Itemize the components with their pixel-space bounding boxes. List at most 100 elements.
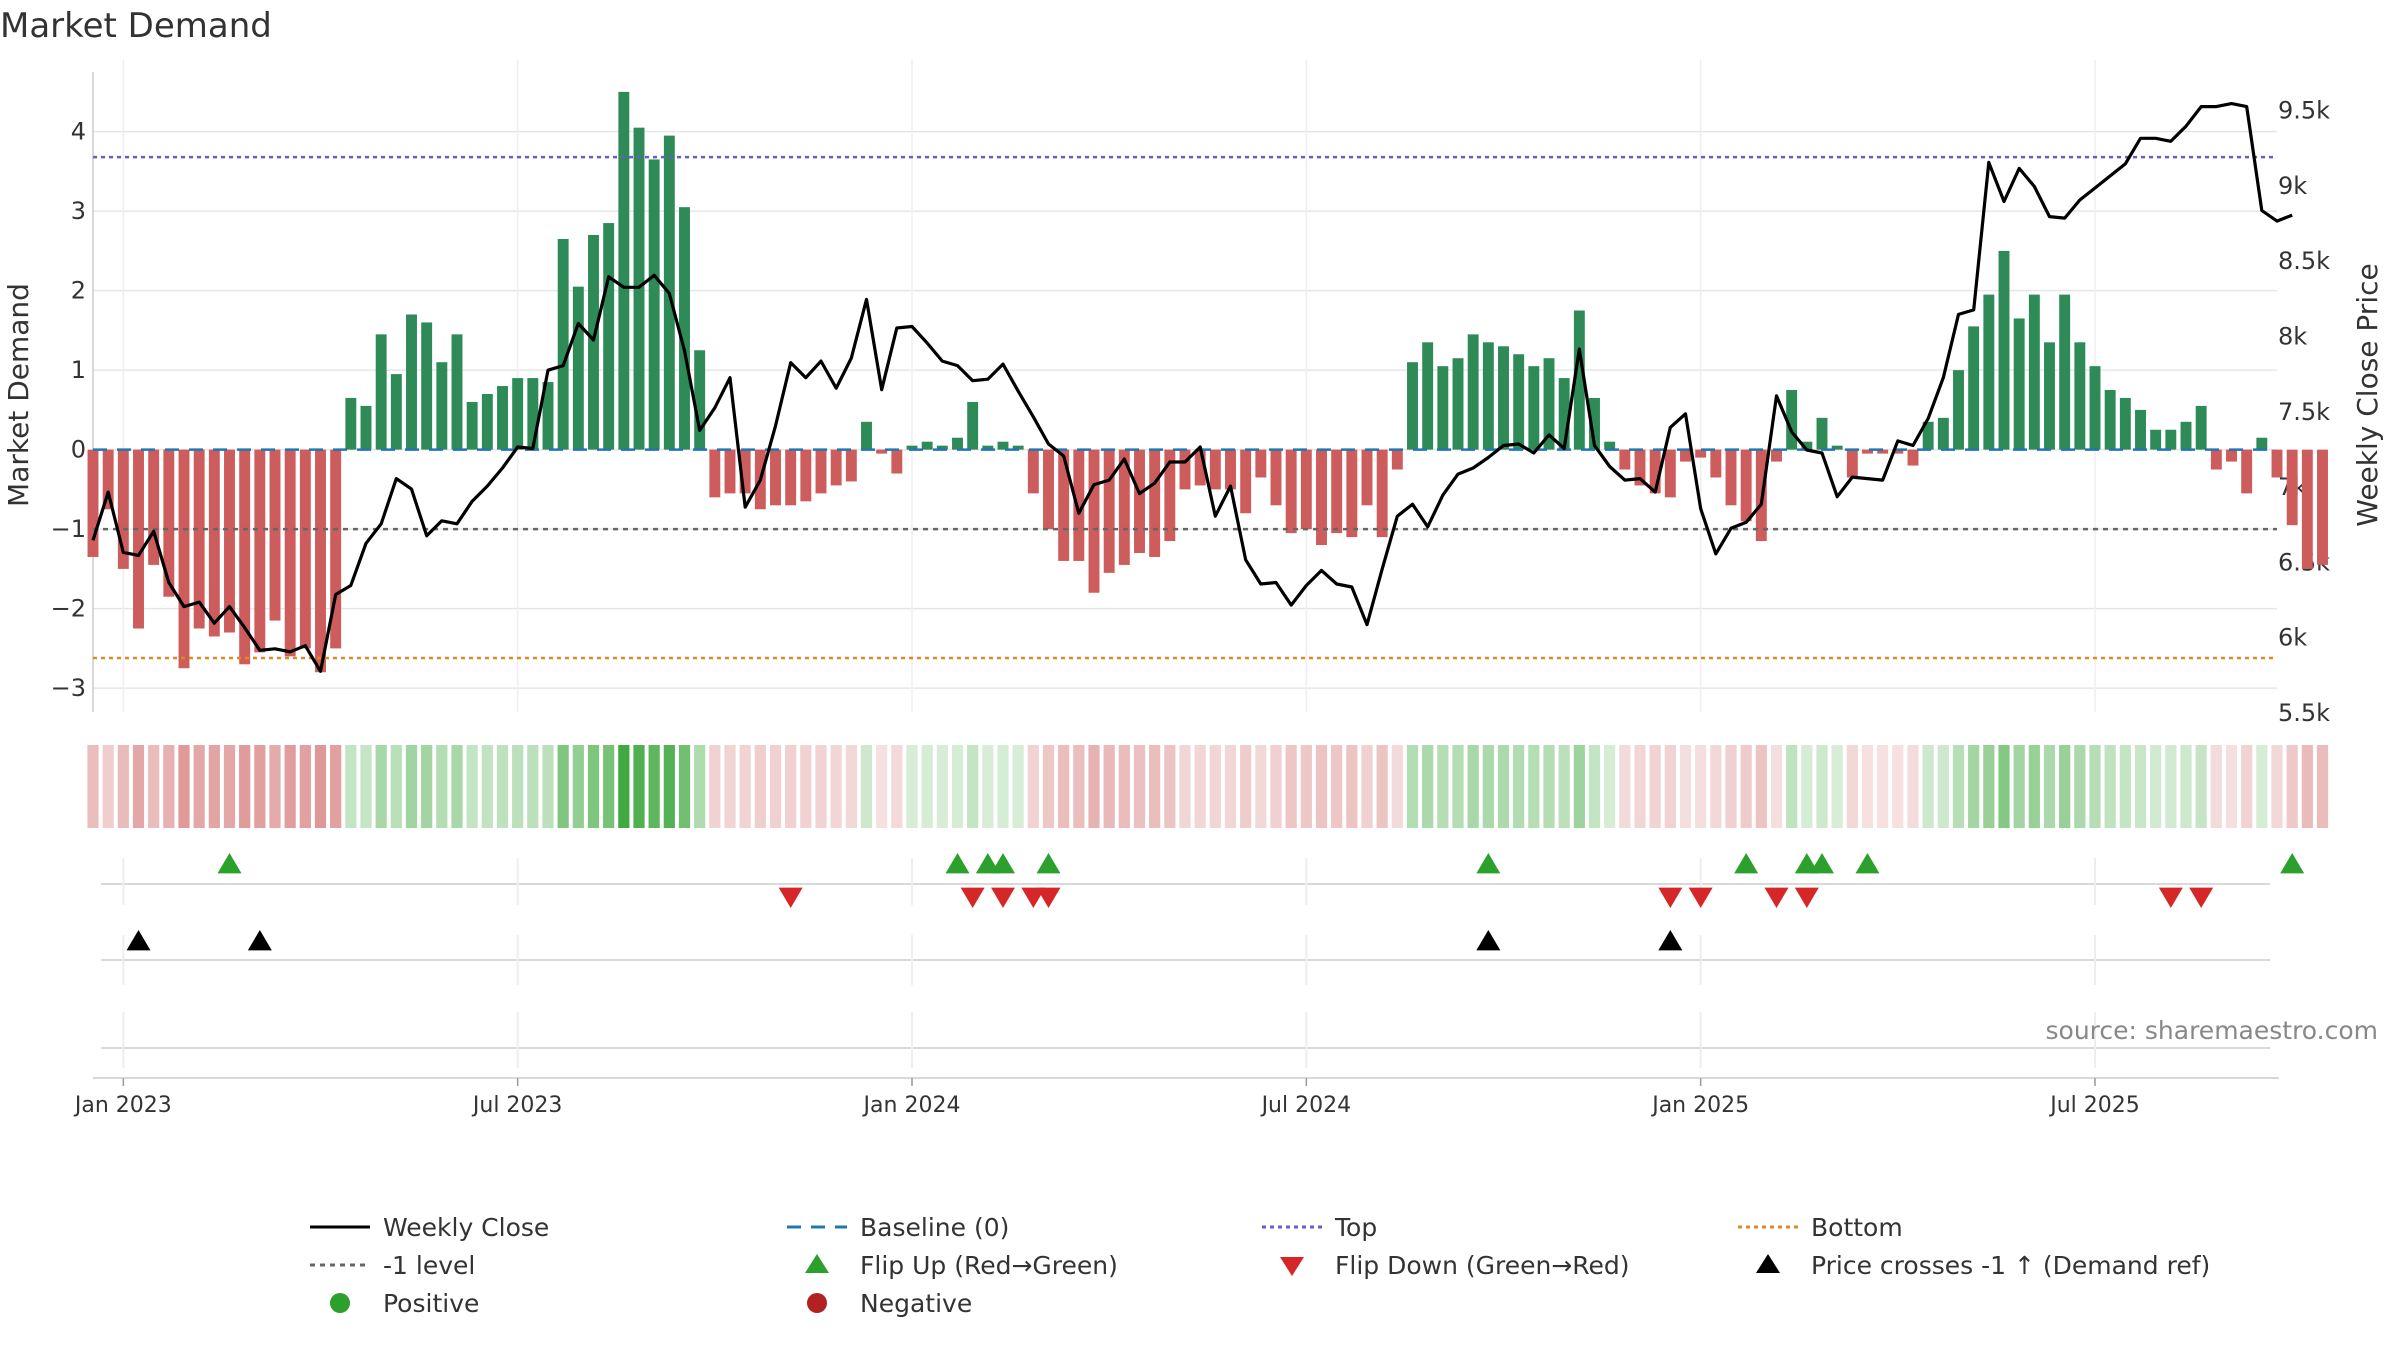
heat-strip-cell [1497,745,1510,828]
heat-strip-cell [496,745,509,828]
demand-bar [1968,326,1980,450]
legend-label-flip-up: Flip Up (Red→Green) [860,1251,1118,1280]
heat-strip-cell [360,745,372,828]
demand-bar [1376,449,1388,538]
demand-bar [2074,342,2086,450]
heat-strip-cell [1027,745,1039,828]
flip-up-marker [2280,853,2305,874]
demand-bar [2271,449,2283,478]
demand-bar [1331,449,1343,534]
flip-up-marker [1476,853,1501,874]
demand-bar [1907,449,1919,466]
demand-bar [1422,342,1434,450]
heat-strip-cell [951,745,964,828]
heat-strip-cell [1042,745,1055,828]
heat-strip-cell [148,745,160,828]
heat-strip-cell [1907,745,1919,828]
heat-strip-cell [1194,745,1206,828]
heat-strip-cell [2043,745,2056,828]
heat-strip-cell [451,745,463,828]
demand-bar [997,441,1009,450]
demand-bar [1573,310,1585,450]
demand-bar [1846,449,1858,478]
heat-strip-cell [2286,745,2298,828]
demand-bar [2317,449,2328,565]
heat-strip-cell [2195,745,2207,828]
flip-down-marker [1658,887,1683,908]
heat-strip-cell [1983,745,1995,828]
demand-bar [1452,358,1464,450]
legend-label-negative: Negative [860,1289,972,1318]
flip-up-marker [991,853,1015,874]
heat-strip-cell [1619,745,1631,828]
heat-strip-cell [739,745,751,828]
demand-bar [724,449,736,494]
demand-bar [1149,449,1161,557]
heat-strip-cell [1740,745,1752,828]
flip-up-marker [1734,853,1759,874]
legend-label-top: Top [1334,1213,1377,1242]
demand-bar [982,445,994,450]
heat-strip-cell [117,745,129,828]
heat-strip-cell [785,745,797,828]
flip-down-marker [1794,887,1819,908]
heat-strip-cell [1968,745,1980,828]
demand-bar [2089,366,2101,450]
heat-strip-cell [1816,745,1828,828]
heat-strip-cell [663,745,675,828]
heat-strip-cell [2180,745,2192,828]
heat-strip-cell [800,745,812,828]
demand-bar [861,421,872,450]
heat-strip-cell [2256,745,2268,828]
legend-label-positive: Positive [383,1289,479,1318]
heat-strip-cell [1695,745,1707,828]
heat-strip-cell [178,745,190,828]
demand-bar [481,393,493,450]
demand-bar [254,449,266,653]
heat-strip-cell [330,745,342,828]
demand-bar [815,449,827,494]
demand-bar [102,449,114,510]
y-right-tick-label: 9.5k [2278,97,2330,125]
heat-strip-cell [921,745,933,828]
cross-marker [247,930,272,951]
legend-item-flip-up: Flip Up (Red→Green) [805,1251,1118,1280]
heat-strip-cell [375,745,387,828]
heat-strip-cell [1952,745,1965,828]
heat-strip-cell [299,745,311,828]
heat-strip-cell [481,745,493,828]
heat-strip-cell [936,745,948,828]
heat-strip-cell [1892,745,1904,828]
heat-strip-cell [1786,745,1798,828]
demand-bar [1528,366,1540,450]
demand-bar [2013,318,2025,450]
heat-strip-cell [1422,745,1434,828]
flip-up-marker [217,853,242,874]
heat-strip-cell [1073,745,1085,828]
flip-up-marker [1810,853,1834,874]
heat-strip-cell [648,745,660,828]
heat-strip-cell [1437,745,1449,828]
heat-strip-cell [1391,745,1403,828]
demand-bar [1558,378,1570,450]
demand-bar [1634,449,1646,486]
demand-bar [542,382,554,450]
demand-bar [1255,449,1267,478]
heat-strip-cell [1604,745,1616,828]
heat-strip-cell [1937,745,1949,828]
demand-bar [679,207,690,450]
legend-item-bottom: Bottom [1738,1213,1903,1242]
heat-strip-cell [1558,745,1570,828]
heat-strip-cell [2150,745,2162,828]
heat-strip-cell [1346,745,1358,828]
heat-strip-cell [163,745,175,828]
demand-bar [2044,342,2055,450]
heat-strip-cell [876,745,888,828]
demand-bar [1285,449,1297,534]
heat-strip-cell [678,745,691,828]
flip-up-marker [945,853,970,874]
heat-strip-cell [860,745,873,828]
heat-strip-cell [2165,745,2177,828]
y-right-tick-label: 7.5k [2278,398,2330,426]
demand-bar [936,445,948,450]
